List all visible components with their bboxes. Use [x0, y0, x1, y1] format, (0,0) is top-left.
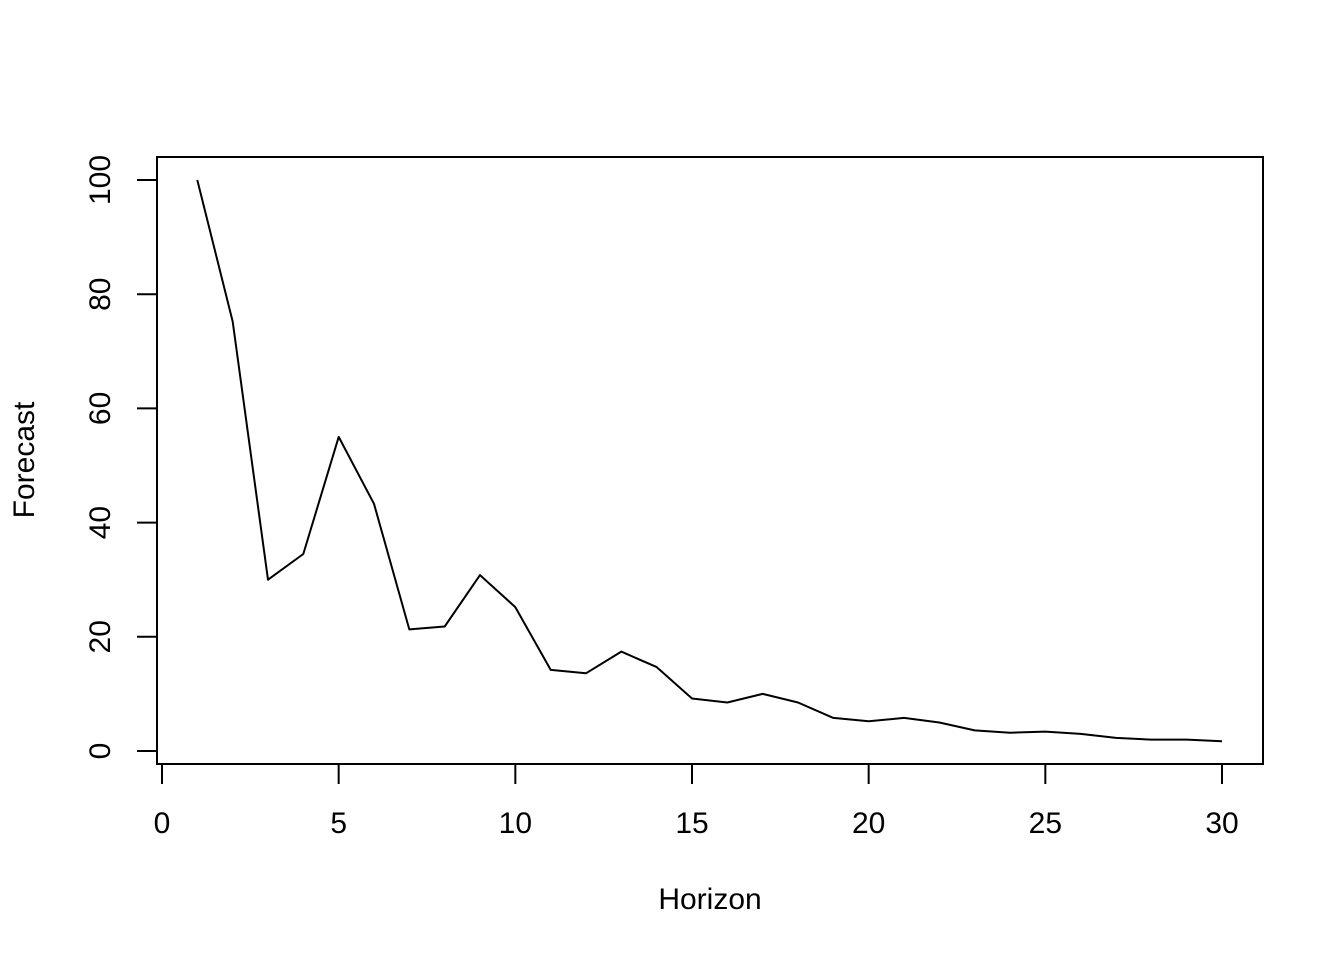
x-tick-label: 5 — [330, 807, 347, 840]
x-tick-label: 10 — [499, 807, 532, 840]
y-axis-label: Forecast — [8, 401, 41, 518]
x-tick-label: 15 — [675, 807, 708, 840]
plot-box — [156, 156, 1264, 765]
x-tick-label: 25 — [1029, 807, 1062, 840]
x-tick-label: 30 — [1205, 807, 1238, 840]
y-tick-label: 40 — [84, 506, 117, 539]
x-axis: 0 5 10 15 20 25 30 — [154, 763, 1239, 840]
y-tick-label: 20 — [84, 620, 117, 653]
series-line — [196, 179, 1223, 743]
x-tick-label: 0 — [154, 807, 171, 840]
y-tick-label: 0 — [84, 743, 117, 760]
y-axis: 0 20 40 60 80 100 — [84, 155, 158, 760]
y-tick-label: 80 — [84, 278, 117, 311]
y-tick-label: 100 — [84, 155, 117, 205]
y-tick-label: 60 — [84, 392, 117, 425]
series-layer — [196, 179, 1223, 743]
x-axis-label: Horizon — [658, 883, 761, 916]
x-tick-label: 20 — [852, 807, 885, 840]
